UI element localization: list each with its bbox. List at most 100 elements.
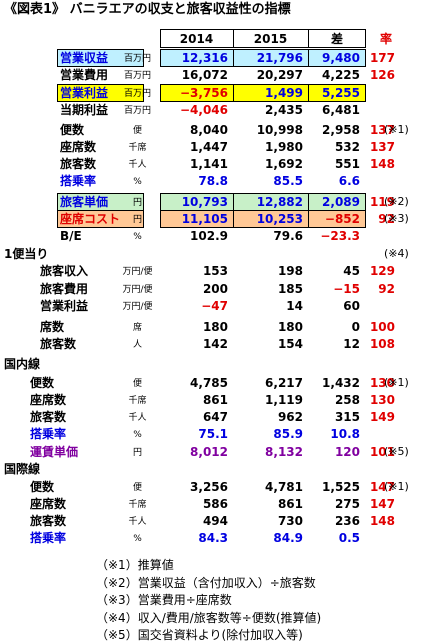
row-label: 座席コスト [60,212,121,226]
label-box [57,49,144,67]
row-note: (※1) [384,480,409,493]
row-rate: 137 [369,140,395,154]
label-box [57,84,144,102]
value-v2014: 78.8 [198,174,228,188]
value-v2015: 20,297 [256,68,303,82]
value-diff: 120 [334,445,360,459]
row-rate: 100 [369,320,395,334]
value-v2015: 1,119 [265,393,303,407]
label-box [57,210,144,228]
value-diff: 5,255 [322,86,360,100]
row-unit: 千席 [128,396,147,406]
header-rate: 率 [379,32,392,46]
row-rate: 149 [369,410,395,424]
row-note: (※2) [384,195,409,208]
value-v2014: 16,072 [181,68,228,82]
value-v2014: 12,316 [181,51,228,65]
row-unit: 千人 [128,517,147,527]
value-v2015: 730 [277,514,303,528]
value-v2015: 14 [286,299,303,313]
footnote: （※4）収入/費用/旅客数等÷便数(推算値) [96,610,322,625]
row-label: 旅客収入 [40,264,89,278]
value-v2015: 1,980 [265,140,303,154]
value-diff: 12 [343,337,360,351]
value-diff: 315 [334,410,360,424]
row-unit: 万円/便 [122,285,153,295]
header-2014: 2014 [179,32,214,46]
value-diff: 551 [334,157,360,171]
row-note: (※3) [384,212,409,225]
value-v2014: −3,756 [179,86,228,100]
value-box [160,210,366,228]
value-v2014: 1,447 [190,140,228,154]
row-label: 旅客数 [30,410,67,424]
value-diff: −852 [324,212,360,226]
row-unit: 便 [132,379,142,389]
value-diff: 0 [351,320,360,334]
row-unit: 円 [132,198,142,208]
value-v2015: 1,692 [265,157,303,171]
row-unit: 百万円 [123,106,151,116]
row-unit: 万円/便 [122,302,153,312]
row-unit: 千席 [128,143,147,153]
value-diff: 258 [334,393,360,407]
value-v2014: −47 [201,299,228,313]
value-v2015: 21,796 [256,51,303,65]
row-label: 席数 [40,320,65,334]
row-unit: 人 [132,340,142,350]
value-v2014: 142 [202,337,228,351]
title: 《図表1》 バニラエアの収支と旅客収益性の指標 [4,2,291,17]
section-note: (※4) [384,247,409,260]
value-v2014: 1,141 [190,157,228,171]
row-label: 便数 [60,123,85,137]
value-v2014: 200 [202,282,228,296]
row-unit: 円 [132,215,142,225]
row-label: 旅客数 [40,337,77,351]
value-v2015: 10,253 [256,212,303,226]
row-rate: 147 [369,480,395,494]
row-label: 営業利益 [40,299,89,313]
row-rate: 92 [378,282,395,296]
row-rate: 119 [369,195,395,209]
row-label: 旅客費用 [40,282,89,296]
value-v2015: 84.9 [273,531,303,545]
value-diff: 0.5 [338,531,360,545]
value-v2015: 6,217 [265,376,303,390]
row-label: 営業利益 [60,86,109,100]
row-unit: 千人 [128,160,147,170]
value-diff: 532 [334,140,360,154]
section-title: 国際線 [4,462,41,476]
value-v2014: 84.3 [198,531,228,545]
value-diff: −23.3 [320,229,360,243]
row-note: (※5) [384,445,409,458]
row-unit: 百万円 [123,71,151,81]
row-unit: 千人 [128,413,147,423]
header-diff: 差 [330,32,343,46]
row-unit: 百万円 [123,89,151,99]
row-rate: 92 [378,212,395,226]
value-v2015: 85.5 [273,174,303,188]
value-diff: 275 [334,497,360,511]
value-v2014: 180 [202,320,228,334]
value-diff: 2,958 [322,123,360,137]
row-rate: 147 [369,497,395,511]
row-unit: 便 [132,483,142,493]
value-diff: 1,432 [322,376,360,390]
value-v2014: 861 [202,393,228,407]
value-v2014: 8,040 [190,123,228,137]
value-v2014: 153 [202,264,228,278]
row-unit: 便 [132,126,142,136]
row-label: 当期利益 [60,103,109,117]
row-label: 旅客数 [30,514,67,528]
value-v2015: 4,781 [265,480,303,494]
row-label: 座席数 [30,497,67,511]
value-v2015: 85.9 [273,427,303,441]
row-rate: 148 [369,157,395,171]
row-label: 搭乗率 [30,427,67,441]
value-diff: 236 [334,514,360,528]
row-unit: 千席 [128,500,147,510]
value-v2014: 10,793 [181,195,228,209]
header-2015: 2015 [253,32,288,46]
row-unit: % [133,232,142,242]
